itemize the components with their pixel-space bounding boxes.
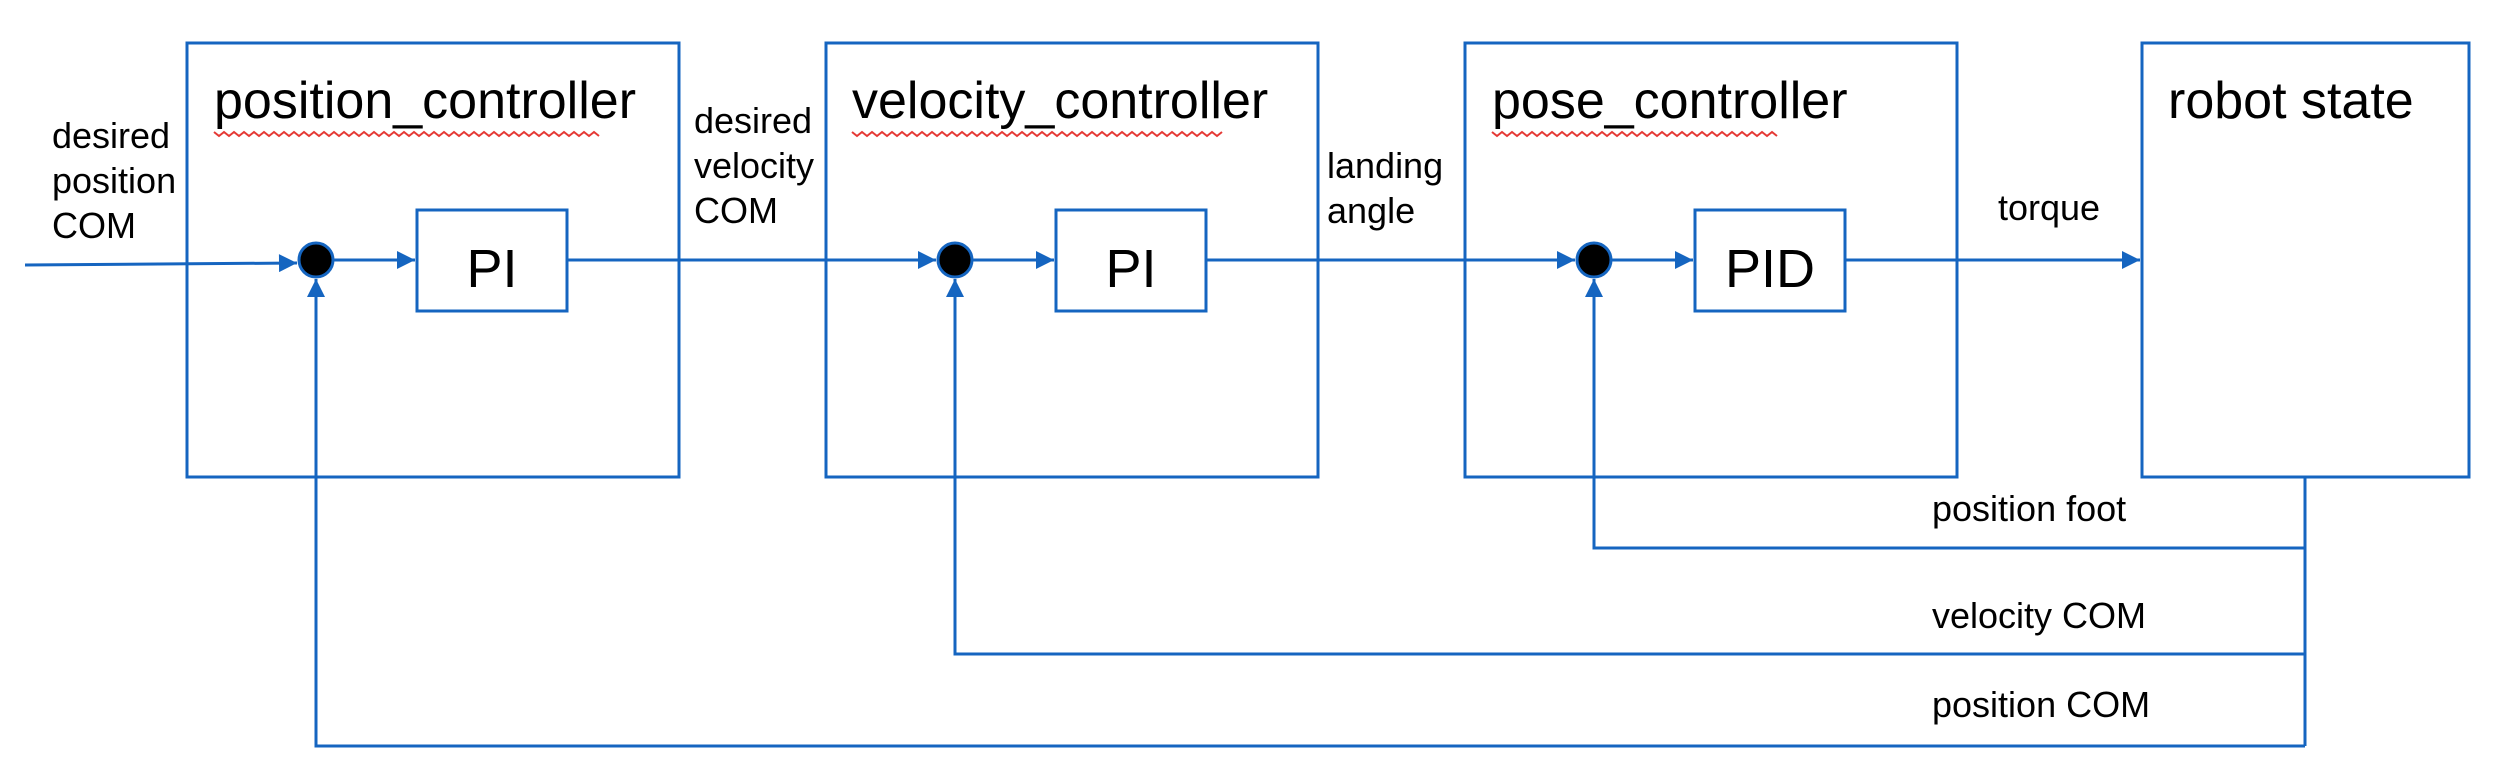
robot-state-block: robot state — [2140, 41, 2471, 479]
position-summing-junction — [297, 241, 335, 279]
velocity-pi-gain-label: PI — [1105, 239, 1156, 299]
position-foot-feedback-wire — [1585, 279, 2305, 550]
pose-controller-title: pose_controller — [1492, 72, 1848, 130]
position-pi-gain-label: PI — [466, 239, 517, 299]
landing-angle-label-line-2: angle — [1327, 190, 1415, 231]
velocity-controller-title: velocity_controller — [852, 72, 1268, 130]
position-controller-block: position_controller PI — [185, 41, 681, 479]
velocity-com-feedback-wire — [946, 279, 2305, 656]
position-com-feedback-wire — [307, 279, 2305, 748]
position-foot-label: position foot — [1932, 488, 2126, 529]
pose-pid-gain-label: PID — [1725, 239, 1815, 299]
desired-position-label-line-1: desired — [52, 115, 170, 156]
position-com-label: position COM — [1932, 684, 2150, 725]
desired-position-label-line-3: COM — [52, 205, 136, 246]
spellcheck-underline — [213, 130, 600, 138]
feedback-paths — [307, 279, 2307, 748]
landing-angle-label-line-1: landing — [1327, 145, 1443, 186]
spellcheck-underline — [851, 130, 1223, 138]
robot-state-title: robot state — [2168, 72, 2414, 130]
pose-controller-block: pose_controller PID — [1463, 41, 1959, 479]
desired-velocity-label-line-1: desired — [694, 100, 812, 141]
position-controller-title: position_controller — [214, 72, 636, 130]
desired-velocity-label-line-2: velocity — [694, 145, 814, 186]
torque-label: torque — [1998, 187, 2100, 228]
spellcheck-underline — [1491, 130, 1778, 138]
signal-labels: desired position COM desired velocity CO… — [52, 100, 2150, 725]
desired-velocity-label-line-3: COM — [694, 190, 778, 231]
velocity-com-label: velocity COM — [1932, 595, 2146, 636]
forward-path — [24, 251, 2140, 273]
desired-position-label-line-2: position — [52, 160, 176, 201]
pose-summing-junction — [1575, 241, 1613, 279]
input-wire — [24, 254, 298, 273]
velocity-summing-junction — [936, 241, 974, 279]
